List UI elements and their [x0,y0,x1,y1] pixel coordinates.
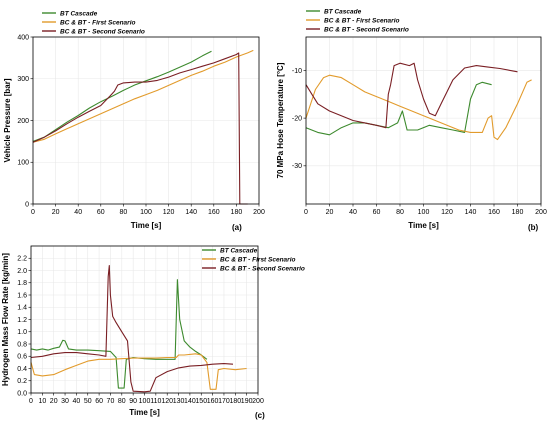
x-tick-label: 80 [118,398,126,405]
x-tick-label: 50 [84,398,92,405]
x-tick-label: 80 [120,209,128,216]
series-line [305,62,518,129]
x-tick-label: 90 [129,398,137,405]
panel-label: (c) [255,411,265,420]
x-tick-label: 60 [95,398,103,405]
legend-label: BC & BT - Second Scenario [60,28,145,35]
panel-label: (b) [528,223,539,232]
legend-label: BC & BT - First Scenario [60,19,136,26]
x-tick-label: 200 [253,209,265,216]
x-tick-label: 20 [326,209,334,216]
y-tick-label: 0.0 [17,390,27,397]
legend-label: BT Cascade [220,247,258,254]
y-tick-label: 1.4 [17,305,27,312]
y-tick-label: -30 [292,163,302,170]
y-tick-label: 1.0 [17,329,27,336]
x-tick-label: 10 [38,398,46,405]
y-tick-label: 400 [17,34,29,41]
x-tick-label: 100 [139,398,151,405]
x-tick-label: 30 [61,398,69,405]
y-tick-label: 1.8 [17,280,27,287]
y-tick-label: 0.6 [17,354,27,361]
legend-label: BT Cascade [60,10,98,17]
x-tick-label: 160 [208,209,220,216]
y-tick-label: 0.4 [17,366,27,373]
x-tick-label: 180 [231,209,243,216]
series-line [305,74,532,141]
x-tick-label: 120 [441,209,453,216]
x-tick-label: 80 [396,209,404,216]
legend-label: BT Cascade [324,8,362,15]
x-tick-label: 190 [241,398,253,405]
x-axis-label: Time [s] [131,221,162,230]
x-tick-label: 140 [465,209,477,216]
x-tick-label: 40 [73,398,81,405]
y-axis-label: Hydrogen Mass Flow Rate [kg/min] [1,253,10,386]
x-tick-label: 140 [184,398,196,405]
y-axis-label: Vehicle Pressure [bar] [3,78,12,162]
y-tick-label: 0 [25,201,29,208]
series-line [30,265,234,393]
series-line [32,49,254,143]
x-tick-label: 0 [31,209,35,216]
y-tick-label: 2.2 [17,256,27,263]
x-tick-label: 140 [185,209,197,216]
series-line [305,81,492,136]
x-tick-label: 170 [218,398,230,405]
x-axis-label: Time [s] [408,221,439,230]
legend-label: BC & BT - Second Scenario [220,265,305,272]
x-tick-label: 100 [140,209,152,216]
x-tick-label: 120 [163,209,175,216]
y-tick-label: 1.2 [17,317,27,324]
series-line [32,52,248,205]
x-tick-label: 70 [107,398,115,405]
x-tick-label: 60 [97,209,105,216]
x-tick-label: 60 [373,209,381,216]
y-tick-label: 0.8 [17,341,27,348]
series-line [30,279,208,389]
x-tick-label: 180 [229,398,241,405]
legend: BT Cascade BC & BT - First Scenario BC & B… [42,10,145,35]
x-tick-label: 20 [50,398,58,405]
chart-panel-1: 0 20 40 60 80 100 120 140 160 180 200 0 100 200 300 400… [3,10,265,232]
x-tick-label: 0 [29,398,33,405]
x-axis-label: Time [s] [129,408,160,417]
legend-label: BC & BT - Second Scenario [324,26,409,33]
y-tick-label: 0.2 [17,378,27,385]
y-tick-label: 1.6 [17,292,27,299]
y-tick-label: 2.0 [17,268,27,275]
legend: BT Cascade BC & BT - First Scenario BC & B… [202,247,305,272]
x-tick-label: 20 [52,209,60,216]
x-tick-label: 100 [418,209,430,216]
x-tick-label: 40 [74,209,82,216]
y-tick-label: 200 [17,118,29,125]
chart-panel-3: 0 10 20 30 40 50 60 70 80 90 100 110 120 130 140 150 160… [1,245,305,420]
x-tick-label: 110 [150,398,161,405]
legend-label: BC & BT - First Scenario [220,256,296,263]
x-tick-label: 160 [207,398,219,405]
legend-label: BC & BT - First Scenario [324,17,400,24]
chart-panel-2: 0 20 40 60 80 100 120 140 160 180 200 -30 -20 -10 Time… [276,8,547,232]
y-tick-label: 300 [17,76,29,83]
panel-label: (a) [232,223,242,232]
x-tick-label: 130 [173,398,185,405]
x-tick-label: 200 [535,209,547,216]
x-tick-label: 160 [488,209,500,216]
y-axis-label: 70 MPa Hose Temperature [°C] [276,62,285,178]
x-tick-label: 200 [252,398,264,405]
x-tick-label: 0 [304,209,308,216]
x-tick-label: 120 [161,398,173,405]
y-tick-label: -10 [292,68,302,75]
x-tick-label: 180 [512,209,524,216]
x-tick-label: 40 [349,209,357,216]
y-tick-label: 100 [17,160,29,167]
series-line [32,50,212,142]
y-tick-label: -20 [292,116,302,123]
x-tick-label: 150 [195,398,207,405]
legend: BT Cascade BC & BT - First Scenario BC & B… [306,8,409,33]
series-line [30,353,247,390]
